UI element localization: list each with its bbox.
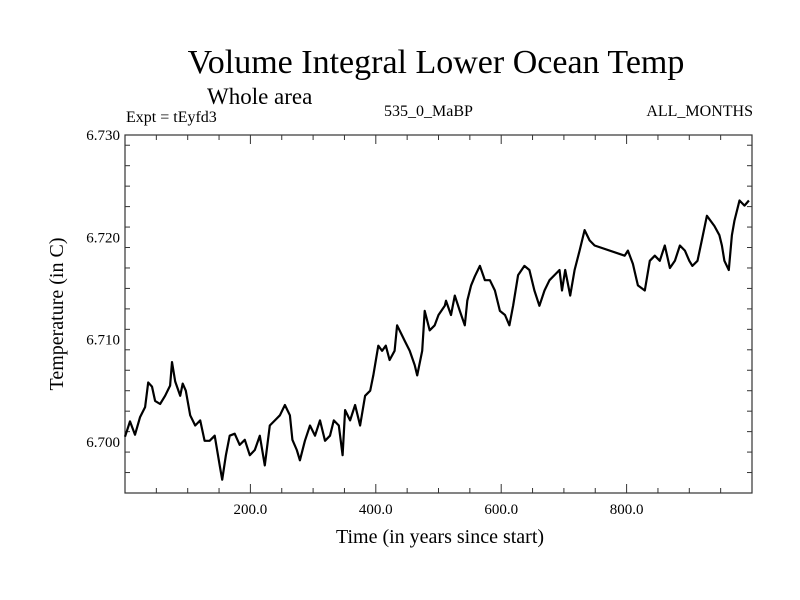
chart-subtitle: Whole area [207, 84, 313, 109]
series [123, 199, 750, 481]
y-tick-label: 6.710 [86, 333, 120, 349]
x-tick-label: 400.0 [359, 502, 393, 518]
experiment-label: Expt = tEyfd3 [126, 109, 217, 126]
months-label: ALL_MONTHS [646, 103, 753, 120]
y-axis-title: Temperature (in C) [46, 238, 68, 391]
y-tick-label: 6.730 [86, 128, 120, 144]
x-tick-label: 800.0 [610, 502, 644, 518]
x-tick-label: 600.0 [484, 502, 518, 518]
ticks [125, 135, 752, 493]
x-axis-title: Time (in years since start) [336, 526, 544, 548]
y-tick-label: 6.720 [86, 230, 120, 246]
x-tick-label: 200.0 [234, 502, 268, 518]
y-tick-label: 6.700 [86, 435, 120, 451]
period-label: 535_0_MaBP [384, 103, 473, 120]
tick-labels: 200.0 400.0 600.0 800.0 6.700 6.710 6.720 6.730 [86, 128, 643, 518]
series-line [123, 199, 750, 481]
chart-title: Volume Integral Lower Ocean Temp [187, 44, 685, 81]
